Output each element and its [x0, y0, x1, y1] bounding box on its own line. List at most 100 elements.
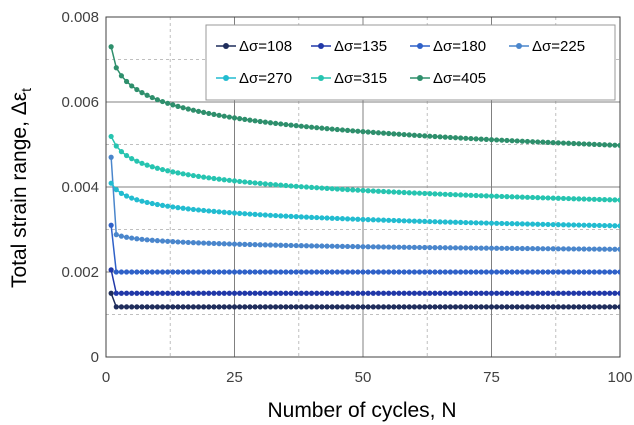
data-point — [237, 210, 243, 216]
data-point — [612, 269, 618, 275]
data-point — [267, 120, 274, 126]
data-point — [221, 241, 227, 247]
data-point — [530, 290, 536, 296]
data-point — [540, 221, 546, 227]
data-point — [252, 242, 258, 248]
data-point — [334, 186, 340, 192]
data-point — [514, 269, 520, 275]
data-point — [411, 290, 417, 296]
data-point — [303, 124, 310, 130]
data-point — [406, 190, 412, 196]
data-point — [550, 290, 556, 296]
data-point — [473, 290, 479, 296]
data-point — [499, 220, 505, 227]
data-point — [123, 234, 130, 240]
data-point — [365, 244, 371, 250]
data-point — [231, 178, 238, 184]
data-point — [591, 269, 597, 275]
data-point — [355, 269, 361, 275]
data-point — [458, 269, 464, 275]
data-point — [499, 193, 505, 200]
data-point — [159, 290, 166, 296]
data-point — [576, 269, 582, 275]
legend-marker — [223, 75, 229, 81]
y-tick-label: 0.002 — [61, 264, 99, 281]
data-point — [550, 269, 556, 275]
data-point — [396, 304, 402, 310]
data-point — [612, 304, 618, 310]
data-point — [422, 218, 428, 225]
data-point — [535, 290, 541, 296]
legend-marker — [417, 43, 423, 49]
data-point — [452, 290, 459, 296]
data-point — [524, 194, 531, 200]
data-point — [108, 222, 114, 228]
data-point — [596, 246, 603, 252]
data-point — [334, 126, 340, 133]
data-point — [375, 269, 382, 275]
data-point — [231, 210, 238, 216]
data-point — [494, 220, 500, 226]
data-point — [195, 269, 202, 275]
data-point — [483, 269, 489, 275]
data-point — [607, 304, 613, 310]
data-point — [494, 290, 500, 296]
data-point — [288, 122, 294, 128]
data-point — [329, 215, 335, 221]
data-point — [216, 290, 222, 296]
x-axis-title: Number of cycles, N — [267, 399, 456, 422]
data-point — [206, 240, 212, 246]
data-point — [252, 180, 258, 186]
data-point — [329, 186, 335, 192]
data-point — [165, 269, 171, 275]
data-point — [344, 216, 351, 222]
data-point — [396, 218, 402, 224]
data-point — [237, 116, 243, 122]
data-point — [380, 269, 387, 275]
data-point — [324, 185, 330, 191]
data-point — [386, 290, 392, 296]
data-point — [309, 214, 315, 220]
data-point — [339, 290, 346, 296]
data-point — [185, 290, 191, 296]
data-point — [262, 242, 268, 248]
data-point — [601, 197, 608, 203]
data-point — [607, 246, 613, 252]
data-point — [139, 269, 145, 275]
data-point — [154, 97, 160, 103]
data-point — [257, 118, 263, 125]
data-point — [129, 304, 135, 310]
data-point — [298, 243, 304, 249]
data-point — [391, 189, 397, 195]
data-point — [365, 188, 371, 194]
data-point — [154, 238, 160, 244]
data-point — [293, 183, 299, 189]
data-point — [601, 222, 608, 229]
data-point — [170, 290, 176, 296]
data-point — [488, 290, 495, 296]
data-point — [452, 245, 459, 251]
data-point — [267, 181, 274, 187]
legend-box — [205, 24, 616, 101]
data-point — [571, 196, 577, 202]
data-point — [596, 290, 603, 296]
data-point — [375, 188, 382, 194]
data-point — [437, 304, 443, 310]
data-point — [514, 221, 520, 227]
data-point — [416, 218, 423, 224]
data-point — [319, 304, 325, 310]
series-line — [110, 157, 620, 251]
data-point — [206, 110, 212, 117]
data-point — [309, 269, 315, 275]
data-point — [195, 207, 202, 213]
data-point — [375, 304, 382, 310]
data-point — [555, 195, 561, 201]
data-point — [195, 304, 202, 310]
data-point — [406, 269, 412, 275]
data-point — [612, 246, 618, 252]
y-axis-title-subscript: t — [18, 88, 34, 92]
data-point — [422, 190, 428, 197]
data-point — [447, 269, 453, 275]
data-point — [509, 245, 515, 251]
data-point — [334, 304, 340, 310]
